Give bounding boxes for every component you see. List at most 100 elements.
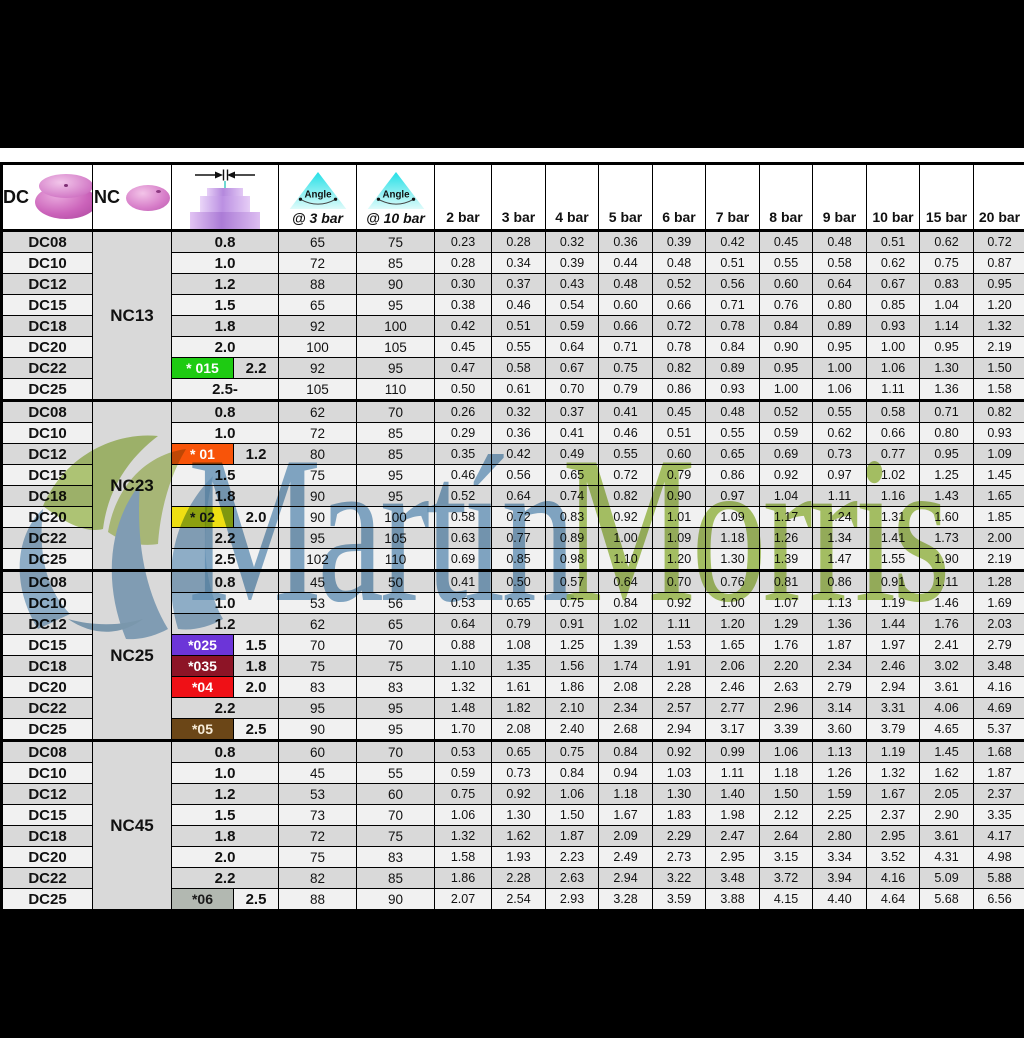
- flow-cell: 0.91: [867, 571, 920, 593]
- flow-cell: 1.85: [974, 507, 1024, 528]
- size-cell: 1.5: [172, 465, 279, 486]
- angle-3bar-cell: 102: [279, 549, 357, 571]
- flow-cell: 2.08: [492, 719, 546, 741]
- flow-cell: 0.79: [492, 614, 546, 635]
- angle-10bar-cell: 70: [357, 401, 435, 423]
- flow-cell: 2.37: [867, 805, 920, 826]
- angle-3bar-cell: 80: [279, 444, 357, 465]
- flow-cell: 0.64: [813, 274, 867, 295]
- flow-cell: 1.61: [492, 677, 546, 698]
- flow-cell: 0.56: [492, 465, 546, 486]
- bottom-black-band: [0, 896, 1024, 1038]
- angle-3bar-cell: 75: [279, 465, 357, 486]
- flow-cell: 0.70: [546, 379, 599, 401]
- flow-cell: 1.10: [435, 656, 492, 677]
- flow-cell: 0.67: [546, 358, 599, 379]
- flow-cell: 2.20: [760, 656, 813, 677]
- flow-cell: 0.82: [653, 358, 706, 379]
- angle-3bar-cell: 90: [279, 486, 357, 507]
- flow-cell: 1.00: [813, 358, 867, 379]
- datasheet-page: DC NC: [0, 162, 1024, 896]
- angle-10bar-cell: 85: [357, 423, 435, 444]
- flow-cell: 1.50: [546, 805, 599, 826]
- flow-cell: 0.82: [599, 486, 653, 507]
- flow-cell: 0.37: [492, 274, 546, 295]
- flow-cell: 1.55: [867, 549, 920, 571]
- flow-cell: 2.93: [546, 889, 599, 911]
- flow-cell: 0.75: [546, 593, 599, 614]
- dc-cell: DC10: [2, 593, 93, 614]
- flow-cell: 3.35: [974, 805, 1024, 826]
- flow-cell: 0.90: [653, 486, 706, 507]
- angle-10bar-header-cell: Angle @ 10 bar: [357, 164, 435, 231]
- flow-cell: 0.59: [546, 316, 599, 337]
- badge-cell: * 02: [172, 507, 234, 528]
- flow-cell: 2.07: [435, 889, 492, 911]
- flow-cell: 1.60: [920, 507, 974, 528]
- flow-cell: 1.65: [974, 486, 1024, 507]
- flow-cell: 0.59: [435, 763, 492, 784]
- angle-10bar-cell: 75: [357, 826, 435, 847]
- flow-cell: 0.43: [546, 274, 599, 295]
- flow-cell: 0.65: [546, 465, 599, 486]
- flow-cell: 3.48: [706, 868, 760, 889]
- dc-cell: DC15: [2, 465, 93, 486]
- nc-group-cell: NC25: [93, 571, 172, 741]
- size-cell: 1.2: [172, 784, 279, 805]
- flow-cell: 1.30: [706, 549, 760, 571]
- flow-cell: 2.80: [813, 826, 867, 847]
- dc-cell: DC25: [2, 889, 93, 911]
- pressure-header-10bar: 10 bar: [867, 164, 920, 231]
- flow-cell: 0.55: [599, 444, 653, 465]
- flow-cell: 0.53: [435, 593, 492, 614]
- flow-cell: 0.38: [435, 295, 492, 316]
- flow-cell: 2.96: [760, 698, 813, 719]
- flow-cell: 3.60: [813, 719, 867, 741]
- flow-cell: 2.28: [653, 677, 706, 698]
- angle-10bar-cell: 85: [357, 868, 435, 889]
- flow-cell: 2.68: [599, 719, 653, 741]
- flow-cell: 1.69: [974, 593, 1024, 614]
- flow-cell: 1.24: [813, 507, 867, 528]
- flow-cell: 0.75: [920, 253, 974, 274]
- dc-cell: DC22: [2, 528, 93, 549]
- flow-cell: 1.76: [760, 635, 813, 656]
- flow-cell: 0.28: [435, 253, 492, 274]
- flow-cell: 0.89: [813, 316, 867, 337]
- flow-cell: 0.30: [435, 274, 492, 295]
- flow-cell: 2.28: [492, 868, 546, 889]
- flow-cell: 0.81: [760, 571, 813, 593]
- size-cell: 2.2: [172, 698, 279, 719]
- flow-cell: 2.34: [813, 656, 867, 677]
- flow-cell: 3.72: [760, 868, 813, 889]
- nc-nozzle-icon: [126, 181, 170, 213]
- dc-cell: DC20: [2, 847, 93, 868]
- size-cell: 2.2: [172, 528, 279, 549]
- flow-cell: 1.98: [706, 805, 760, 826]
- flow-cell: 1.25: [920, 465, 974, 486]
- flow-cell: 1.20: [706, 614, 760, 635]
- angle-10bar-cell: 95: [357, 698, 435, 719]
- flow-cell: 0.93: [706, 379, 760, 401]
- size-cell: 1.0: [172, 593, 279, 614]
- flow-cell: 1.07: [760, 593, 813, 614]
- size-cell: 1.8: [172, 486, 279, 507]
- flow-cell: 4.40: [813, 889, 867, 911]
- flow-cell: 0.64: [492, 486, 546, 507]
- dc-cell: DC22: [2, 868, 93, 889]
- flow-cell: 0.42: [706, 231, 760, 253]
- flow-cell: 1.30: [492, 805, 546, 826]
- flow-cell: 0.79: [599, 379, 653, 401]
- angle-10bar-cell: 50: [357, 571, 435, 593]
- flow-cell: 0.95: [920, 337, 974, 358]
- flow-cell: 1.26: [813, 763, 867, 784]
- flow-cell: 0.73: [492, 763, 546, 784]
- flow-cell: 0.84: [599, 741, 653, 763]
- pressure-header-5bar: 5 bar: [599, 164, 653, 231]
- flow-cell: 0.58: [435, 507, 492, 528]
- flow-cell: 2.77: [706, 698, 760, 719]
- flow-cell: 1.19: [867, 593, 920, 614]
- dc-cell: DC15: [2, 805, 93, 826]
- nc-group-cell: NC45: [93, 741, 172, 911]
- flow-cell: 0.48: [706, 401, 760, 423]
